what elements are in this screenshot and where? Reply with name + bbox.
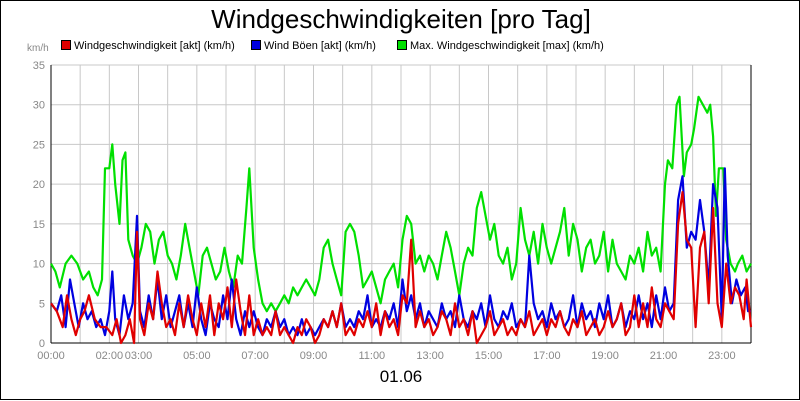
- legend-swatch: [251, 40, 261, 50]
- x-tick-label: 03:00: [125, 350, 153, 362]
- x-tick-label: 15:00: [475, 350, 503, 362]
- x-tick-label: 19:00: [591, 350, 619, 362]
- chart-title: Windgeschwindigkeiten [pro Tag]: [211, 4, 591, 34]
- y-unit-label: km/h: [27, 43, 49, 54]
- y-tick-label: 25: [33, 139, 45, 151]
- legend-label: Wind Böen [akt] (km/h): [264, 40, 376, 52]
- x-tick-label: 09:00: [300, 350, 328, 362]
- legend-item: Windgeschwindigkeit [akt] (km/h): [61, 39, 235, 53]
- y-tick-label: 10: [33, 259, 45, 271]
- x-tick-label: 07:00: [241, 350, 269, 362]
- x-tick-label: 05:00: [183, 350, 211, 362]
- y-tick-label: 35: [33, 60, 45, 72]
- series-line-3: [50, 95, 752, 313]
- legend-item: Max. Windgeschwindigkeit [max] (km/h): [397, 39, 604, 53]
- x-tick-label: 21:00: [650, 350, 678, 362]
- x-tick-label: 23:00: [708, 350, 736, 362]
- y-tick-label: 20: [33, 179, 45, 191]
- y-tick-label: 15: [33, 219, 45, 231]
- date-label: 01.06: [379, 367, 423, 386]
- x-tick-label: 11:00: [358, 350, 385, 362]
- y-tick-label: 5: [39, 298, 45, 310]
- y-tick-label: 0: [39, 338, 45, 350]
- x-tick-label: 02:00: [96, 350, 124, 362]
- x-tick-label: 17:00: [533, 350, 561, 362]
- legend-label: Windgeschwindigkeit [akt] (km/h): [74, 40, 235, 52]
- series-line-2: [50, 167, 751, 337]
- legend-swatch: [397, 40, 407, 50]
- x-tick-label: 13:00: [416, 350, 444, 362]
- series-line-1: [50, 191, 753, 345]
- legend-swatch: [61, 40, 71, 50]
- legend-item: Wind Böen [akt] (km/h): [251, 39, 376, 53]
- x-tick-label: 00:00: [37, 350, 65, 362]
- y-tick-label: 30: [33, 100, 45, 112]
- legend-label: Max. Windgeschwindigkeit [max] (km/h): [410, 40, 604, 52]
